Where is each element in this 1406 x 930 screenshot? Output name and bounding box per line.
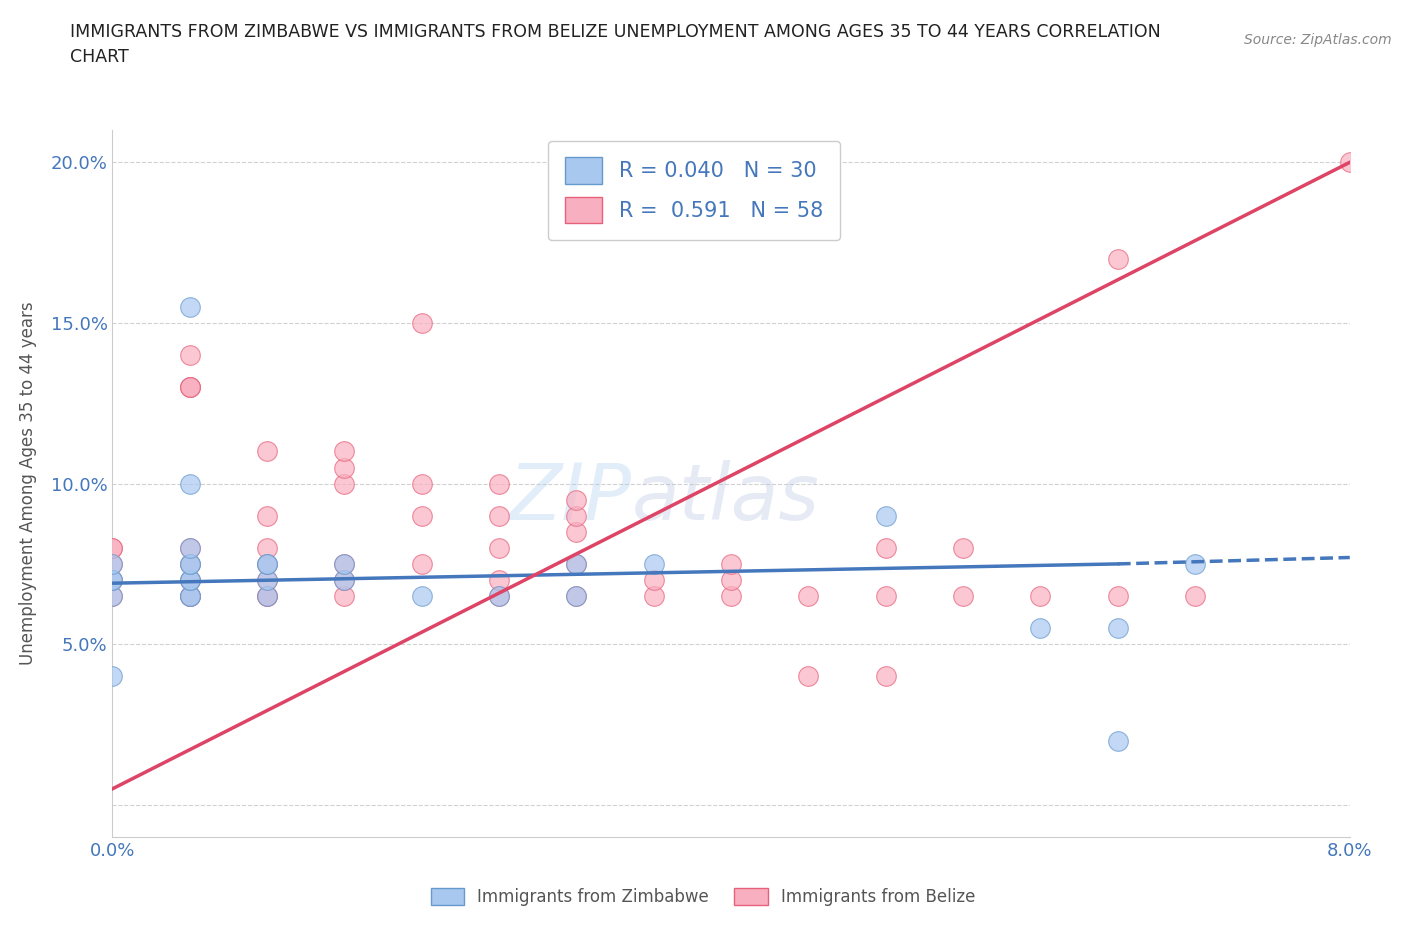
Point bbox=[643, 589, 665, 604]
Point bbox=[256, 556, 278, 571]
Point bbox=[1107, 589, 1129, 604]
Point bbox=[101, 556, 124, 571]
Point bbox=[488, 509, 510, 524]
Point bbox=[179, 556, 201, 571]
Point bbox=[411, 556, 433, 571]
Point bbox=[565, 509, 588, 524]
Point bbox=[411, 476, 433, 491]
Point bbox=[720, 573, 742, 588]
Point bbox=[179, 299, 201, 314]
Point bbox=[179, 589, 201, 604]
Point bbox=[179, 573, 201, 588]
Point bbox=[256, 589, 278, 604]
Point bbox=[333, 589, 356, 604]
Point bbox=[101, 540, 124, 555]
Point bbox=[797, 669, 820, 684]
Point bbox=[101, 669, 124, 684]
Point bbox=[565, 492, 588, 507]
Point bbox=[333, 476, 356, 491]
Point bbox=[952, 540, 974, 555]
Point bbox=[333, 460, 356, 475]
Point bbox=[179, 540, 201, 555]
Point bbox=[1107, 620, 1129, 635]
Point bbox=[333, 573, 356, 588]
Legend: R = 0.040   N = 30, R =  0.591   N = 58: R = 0.040 N = 30, R = 0.591 N = 58 bbox=[548, 140, 839, 240]
Point bbox=[101, 573, 124, 588]
Text: atlas: atlas bbox=[633, 459, 820, 536]
Point bbox=[565, 556, 588, 571]
Point bbox=[488, 589, 510, 604]
Point bbox=[643, 556, 665, 571]
Point bbox=[101, 540, 124, 555]
Point bbox=[565, 556, 588, 571]
Point bbox=[256, 573, 278, 588]
Point bbox=[411, 315, 433, 330]
Point bbox=[643, 573, 665, 588]
Point bbox=[1339, 155, 1361, 170]
Text: ZIP: ZIP bbox=[509, 459, 633, 536]
Point bbox=[101, 556, 124, 571]
Point bbox=[1107, 733, 1129, 748]
Point bbox=[720, 556, 742, 571]
Point bbox=[333, 556, 356, 571]
Y-axis label: Unemployment Among Ages 35 to 44 years: Unemployment Among Ages 35 to 44 years bbox=[18, 302, 37, 665]
Point bbox=[179, 573, 201, 588]
Point bbox=[1184, 589, 1206, 604]
Point bbox=[720, 589, 742, 604]
Point bbox=[565, 589, 588, 604]
Point bbox=[256, 556, 278, 571]
Point bbox=[875, 509, 897, 524]
Point bbox=[488, 573, 510, 588]
Point bbox=[179, 589, 201, 604]
Point bbox=[875, 589, 897, 604]
Legend: Immigrants from Zimbabwe, Immigrants from Belize: Immigrants from Zimbabwe, Immigrants fro… bbox=[425, 881, 981, 912]
Point bbox=[256, 540, 278, 555]
Text: Source: ZipAtlas.com: Source: ZipAtlas.com bbox=[1244, 33, 1392, 46]
Point bbox=[411, 589, 433, 604]
Point bbox=[952, 589, 974, 604]
Point bbox=[179, 379, 201, 394]
Point bbox=[179, 540, 201, 555]
Point bbox=[256, 444, 278, 458]
Point bbox=[179, 556, 201, 571]
Point bbox=[101, 573, 124, 588]
Point bbox=[179, 379, 201, 394]
Point bbox=[875, 540, 897, 555]
Point bbox=[256, 509, 278, 524]
Point bbox=[179, 556, 201, 571]
Point bbox=[333, 573, 356, 588]
Point bbox=[565, 525, 588, 539]
Point bbox=[565, 589, 588, 604]
Point bbox=[256, 589, 278, 604]
Point bbox=[1029, 620, 1052, 635]
Point bbox=[101, 573, 124, 588]
Point bbox=[1184, 556, 1206, 571]
Point bbox=[179, 476, 201, 491]
Point bbox=[875, 669, 897, 684]
Point bbox=[411, 509, 433, 524]
Point bbox=[179, 589, 201, 604]
Point bbox=[101, 589, 124, 604]
Point bbox=[488, 589, 510, 604]
Point bbox=[333, 444, 356, 458]
Point bbox=[179, 589, 201, 604]
Point bbox=[179, 348, 201, 363]
Point bbox=[256, 556, 278, 571]
Point bbox=[1029, 589, 1052, 604]
Point bbox=[1107, 251, 1129, 266]
Point bbox=[797, 589, 820, 604]
Point bbox=[179, 379, 201, 394]
Point bbox=[101, 589, 124, 604]
Point bbox=[256, 589, 278, 604]
Text: IMMIGRANTS FROM ZIMBABWE VS IMMIGRANTS FROM BELIZE UNEMPLOYMENT AMONG AGES 35 TO: IMMIGRANTS FROM ZIMBABWE VS IMMIGRANTS F… bbox=[70, 23, 1161, 66]
Point bbox=[256, 573, 278, 588]
Point bbox=[488, 476, 510, 491]
Point bbox=[179, 573, 201, 588]
Point bbox=[333, 556, 356, 571]
Point bbox=[488, 540, 510, 555]
